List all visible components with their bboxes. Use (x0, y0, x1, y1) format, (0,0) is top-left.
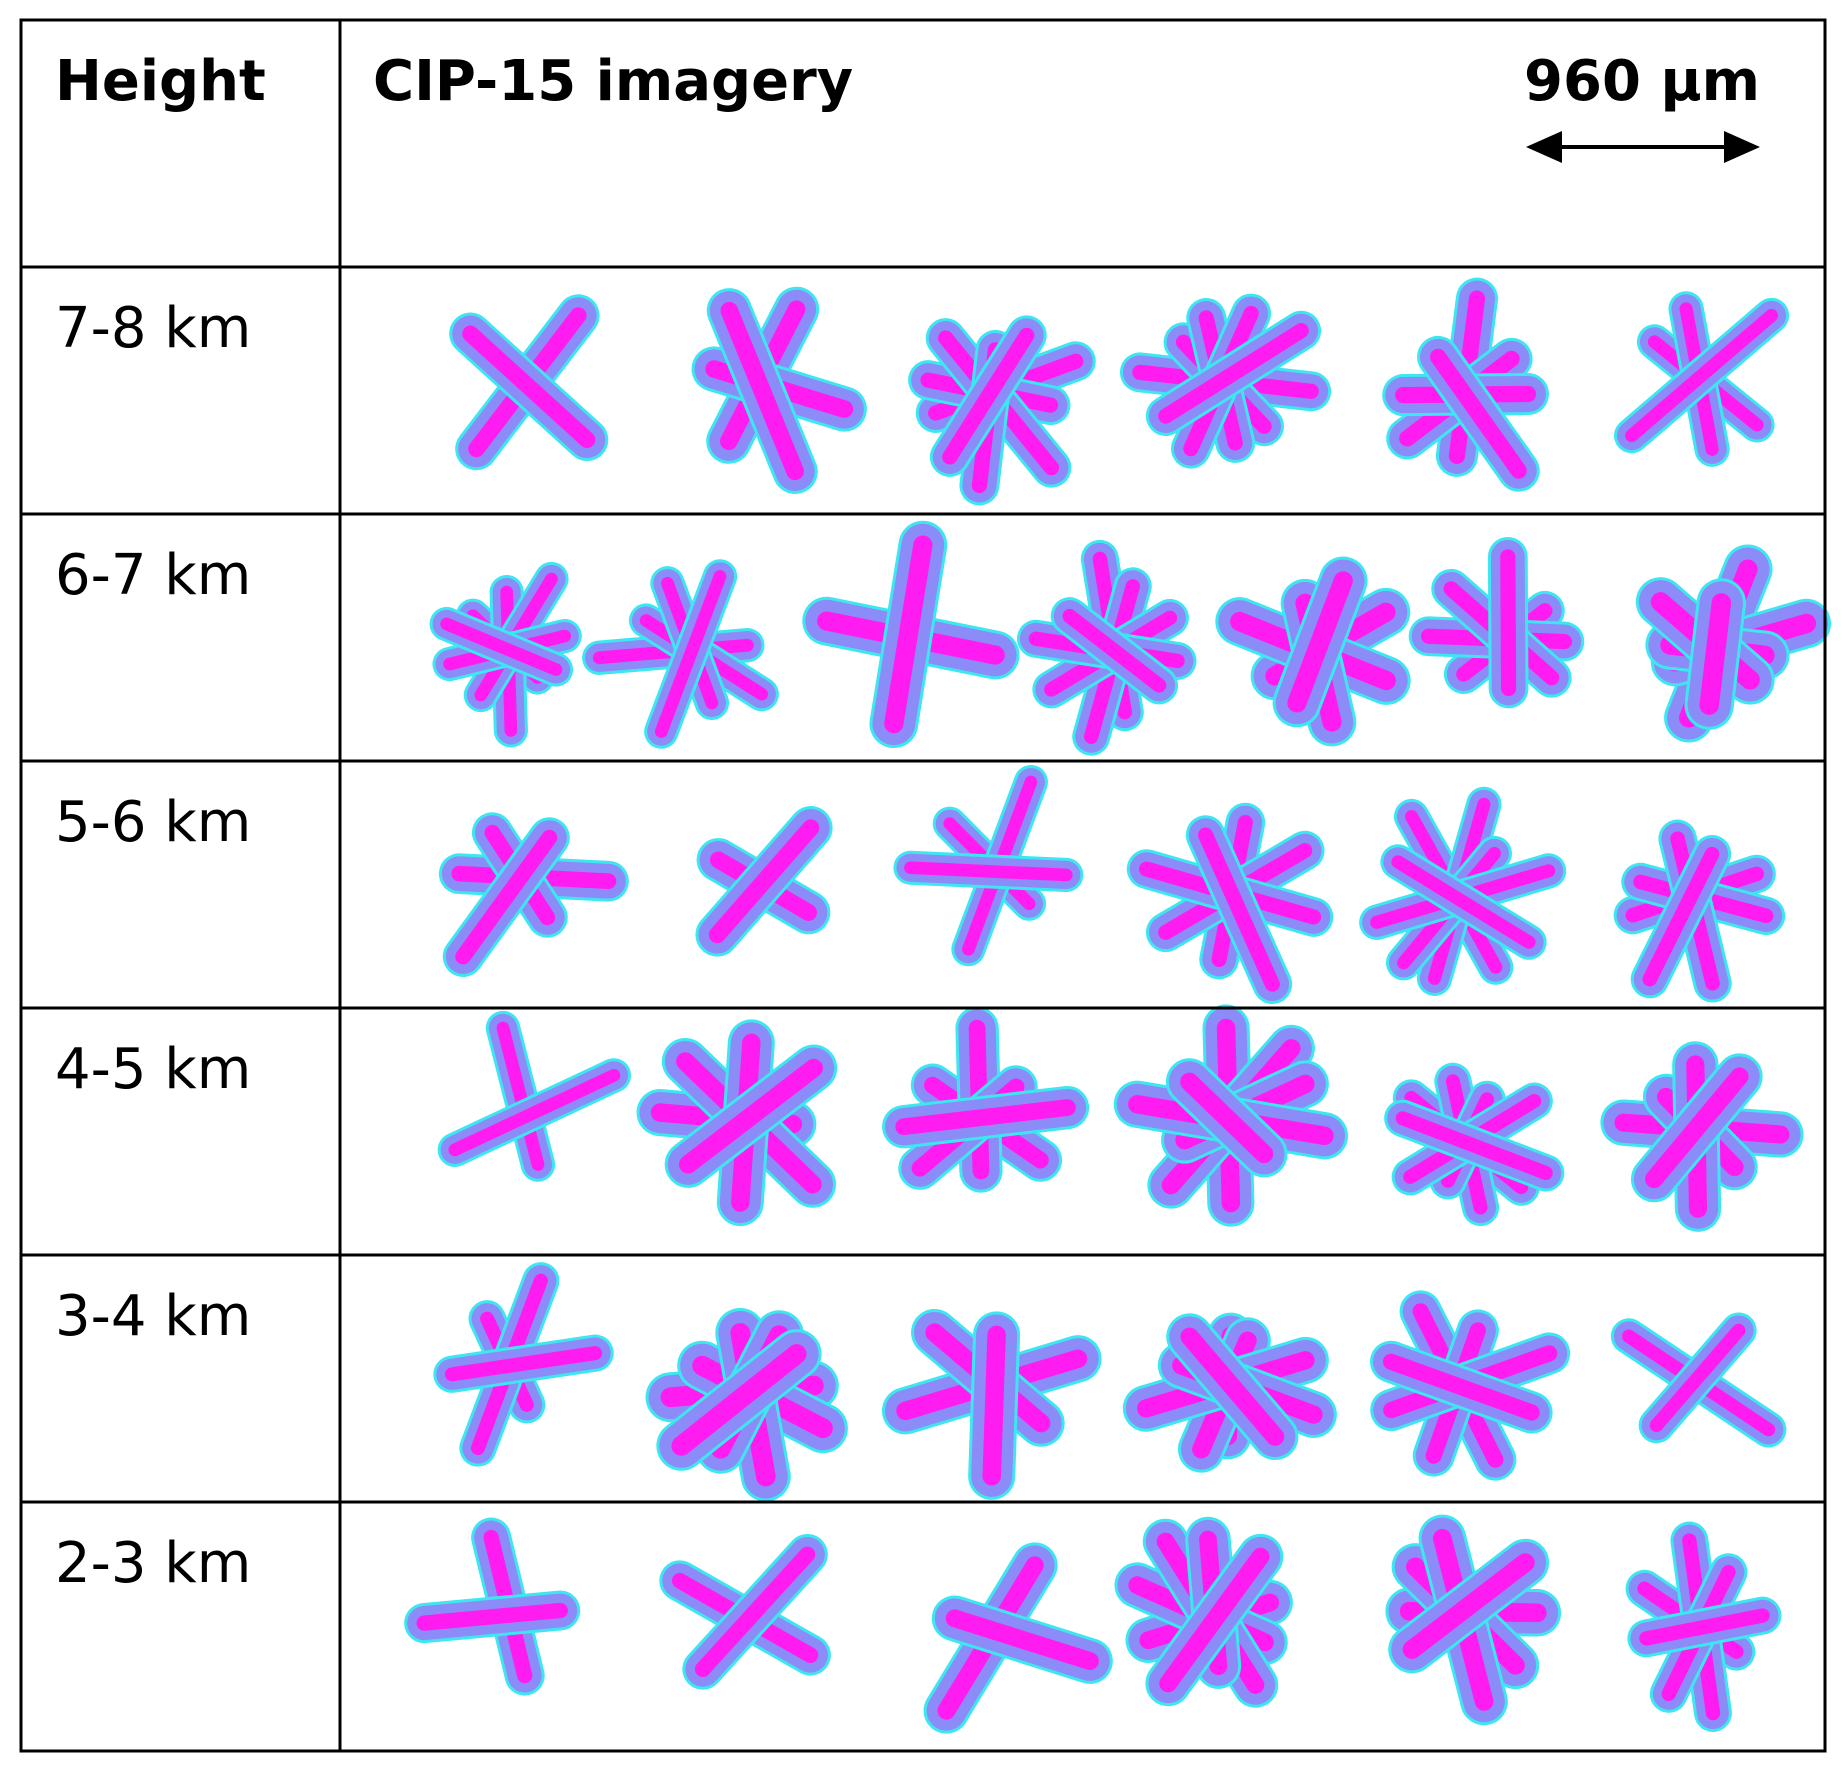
crystal-core (1625, 308, 1779, 443)
crystal (1215, 556, 1411, 747)
crystal-core (496, 1021, 545, 1171)
crystal (695, 806, 833, 957)
crystal-core (945, 1609, 1099, 1670)
crystal-core (1402, 1553, 1535, 1659)
crystal (1369, 1290, 1571, 1481)
crystal-images (404, 277, 1832, 1734)
crystal-core (654, 570, 727, 738)
height-header: Height (55, 49, 266, 114)
table-border (19, 18, 1827, 1753)
crystal-core (440, 617, 563, 676)
crystal (1126, 802, 1334, 1005)
crystal (908, 315, 1096, 506)
crystal (1614, 291, 1790, 467)
crystal-core (1158, 323, 1309, 424)
crystal-core (455, 829, 558, 965)
crystal-core (678, 1058, 823, 1174)
row-label: 7-8 km (55, 296, 251, 361)
crystal-core (462, 325, 596, 448)
crystal-core (1645, 1067, 1749, 1189)
crystal-core (1159, 1547, 1270, 1693)
row-label: 2-3 km (55, 1531, 251, 1596)
crystal-core (1642, 846, 1720, 987)
crystal-core (444, 1346, 603, 1382)
crystal (882, 1006, 1090, 1193)
crystal (429, 561, 582, 748)
crystal-core (884, 535, 933, 734)
crystal (1635, 544, 1832, 743)
crystal (645, 1308, 848, 1502)
crystal (1114, 1516, 1293, 1708)
crystal (433, 1262, 614, 1467)
crystal (437, 1010, 632, 1182)
crystal (1385, 1514, 1562, 1726)
crystal (582, 559, 779, 749)
row-label: 4-5 km (55, 1037, 251, 1102)
crystal-core (1395, 1111, 1553, 1180)
crystal (449, 294, 609, 471)
crystal-core (1639, 1608, 1770, 1646)
crystal (1610, 1312, 1787, 1448)
scale-label: 960 μm (1524, 49, 1760, 114)
crystal (1408, 536, 1585, 709)
crystal-core (1382, 1353, 1540, 1421)
crystal (1382, 277, 1549, 492)
crystal-core (895, 1099, 1076, 1136)
crystal (404, 1517, 581, 1696)
crystal-core (1180, 1072, 1274, 1164)
crystal-core (904, 861, 1073, 882)
crystal (659, 1533, 831, 1690)
row-label: 6-7 km (55, 543, 251, 608)
crystal-core (1429, 348, 1527, 479)
crystal (636, 1019, 838, 1227)
crystal (1600, 1041, 1804, 1232)
crystal (1119, 293, 1332, 469)
crystal-core (448, 1068, 621, 1157)
crystal (893, 764, 1084, 967)
crystal-core (1699, 593, 1732, 715)
crystal-core (1198, 827, 1280, 992)
crystal-core (1500, 549, 1517, 697)
crystal (1016, 539, 1197, 756)
crystal-core (1180, 1327, 1285, 1446)
crystal-core (942, 327, 1035, 465)
row-label: 5-6 km (55, 790, 251, 855)
crystal (691, 286, 867, 494)
crystal (1384, 1062, 1565, 1227)
imagery-header: CIP-15 imagery (373, 49, 853, 114)
row-label: 3-4 km (55, 1284, 251, 1349)
crystal-core (671, 1344, 807, 1456)
crystal-core (1287, 571, 1353, 713)
crystal-core (416, 1602, 568, 1631)
crystal (1625, 1521, 1782, 1732)
crystal-core (1391, 855, 1536, 949)
crystal (881, 1308, 1102, 1500)
crystal-core (720, 301, 804, 481)
crystal-core (982, 1325, 1006, 1486)
crystal-core (1649, 1323, 1746, 1433)
crystal (438, 812, 629, 977)
crystal-core (708, 819, 820, 944)
crystal (1113, 1004, 1349, 1227)
crystal-core (1062, 608, 1167, 693)
crystal-core (694, 1546, 816, 1678)
crystal (923, 1542, 1113, 1734)
crystal (802, 520, 1020, 749)
crystal (1613, 819, 1786, 1003)
crystal (1359, 786, 1567, 996)
crystal (1122, 1312, 1337, 1473)
